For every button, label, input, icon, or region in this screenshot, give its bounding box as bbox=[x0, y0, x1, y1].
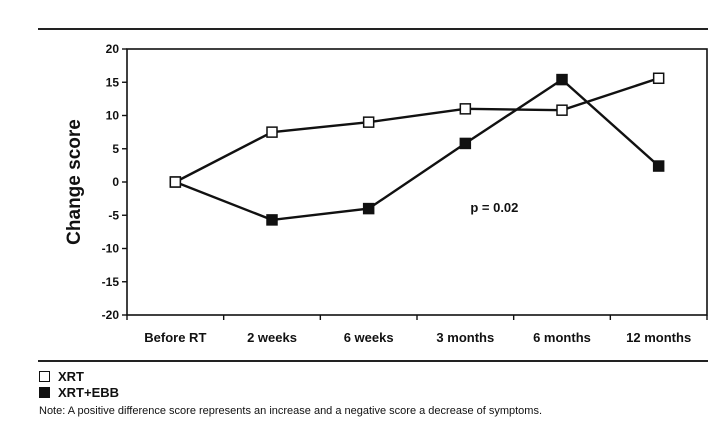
series-line-xrt-ebb bbox=[174, 78, 660, 222]
p-value-annotation: p = 0.02 bbox=[470, 200, 518, 215]
data-point-xrt bbox=[362, 116, 375, 128]
legend-item-xrt: XRT bbox=[39, 369, 119, 384]
data-point-xrt-ebb bbox=[556, 73, 568, 86]
x-tick-label: Before RT bbox=[144, 330, 206, 345]
x-tick-label: 12 months bbox=[626, 330, 691, 345]
legend-label-xrt: XRT bbox=[58, 369, 84, 384]
footnote: Note: A positive difference score repres… bbox=[39, 405, 543, 417]
data-point-xrt bbox=[169, 176, 182, 188]
data-point-xrt bbox=[556, 104, 568, 116]
data-point-xrt-ebb bbox=[459, 137, 472, 150]
x-tick-label: 2 weeks bbox=[247, 330, 297, 345]
y-tick-label: 10 bbox=[106, 109, 120, 123]
y-tick-label: 5 bbox=[112, 142, 119, 156]
y-tick-label: -5 bbox=[108, 208, 119, 222]
y-tick-label: 0 bbox=[112, 175, 119, 189]
series-layer bbox=[169, 72, 665, 226]
y-tick-label: -15 bbox=[102, 275, 120, 289]
x-axis: Before RT 2 weeks 6 weeks 3 months 6 months 1… bbox=[126, 315, 708, 345]
plot-frame bbox=[126, 48, 708, 316]
data-point-xrt-ebb bbox=[652, 160, 665, 172]
filled-square-icon bbox=[39, 387, 50, 398]
data-point-xrt-ebb bbox=[362, 202, 375, 215]
x-tick-label: 6 months bbox=[533, 330, 591, 345]
y-axis-label: Change score bbox=[64, 119, 85, 245]
legend-label-xrt-ebb: XRT+EBB bbox=[58, 385, 120, 400]
data-point-xrt bbox=[652, 72, 665, 85]
top-rule bbox=[38, 28, 708, 30]
data-point-xrt-ebb bbox=[266, 214, 278, 226]
x-tick-label: 6 weeks bbox=[344, 330, 394, 345]
bottom-rule bbox=[38, 360, 708, 362]
line-chart: 20 15 10 5 0 -5 -10 -15 -20 Before RT 2 weeks 6 we… bbox=[64, 42, 708, 345]
y-tick-label: 20 bbox=[106, 42, 120, 56]
data-point-xrt bbox=[459, 103, 472, 115]
legend: XRT XRT+EBB bbox=[39, 369, 119, 401]
open-square-icon bbox=[39, 371, 50, 382]
series-line-xrt bbox=[174, 77, 660, 184]
y-tick-label: -20 bbox=[102, 308, 120, 322]
y-axis: 20 15 10 5 0 -5 -10 -15 -20 bbox=[102, 42, 708, 322]
y-tick-label: -10 bbox=[102, 242, 120, 256]
y-tick-label: 15 bbox=[106, 75, 120, 89]
legend-item-xrt-ebb: XRT+EBB bbox=[39, 385, 119, 400]
x-tick-label: 3 months bbox=[436, 330, 494, 345]
data-point-xrt bbox=[266, 126, 278, 138]
